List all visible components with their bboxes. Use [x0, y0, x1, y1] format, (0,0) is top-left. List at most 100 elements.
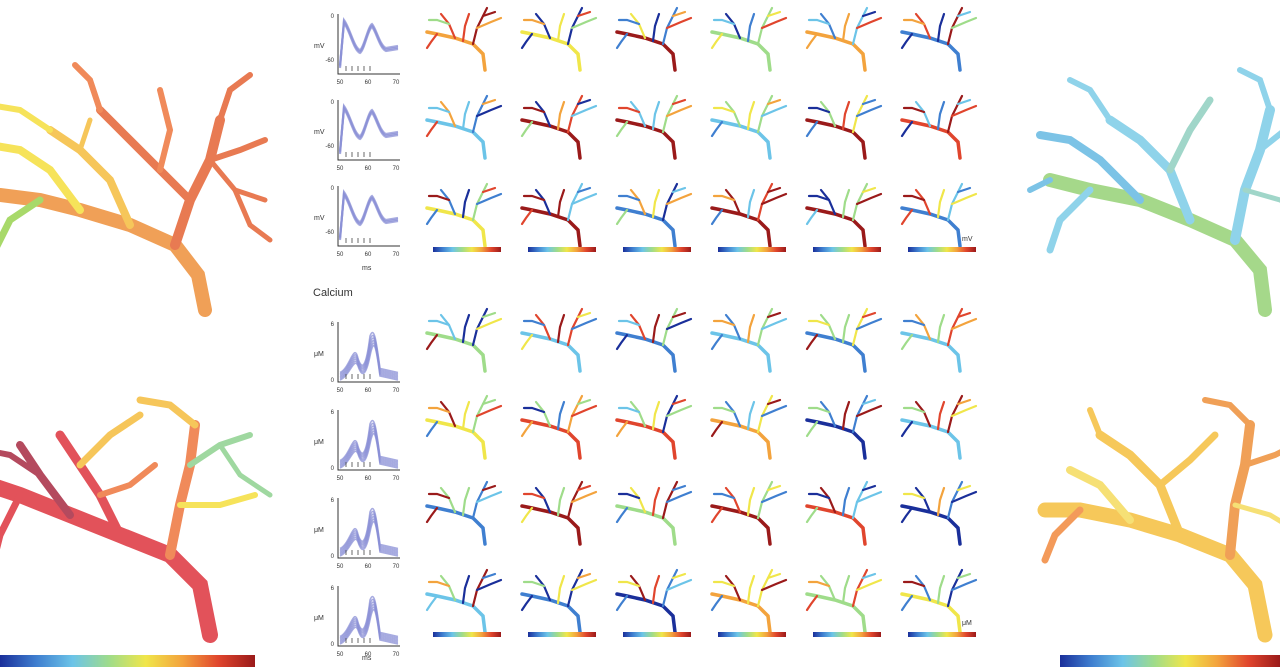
dendrite-branch [471, 394, 489, 434]
small-dendrite-tree [520, 394, 598, 460]
dendrite-branch [461, 400, 471, 431]
dendrite-branch [617, 580, 641, 588]
dendrite-branch [481, 572, 497, 580]
small-dendrite-tree [425, 307, 503, 373]
dendrite-branch [615, 506, 629, 524]
small-dendrite-tree [425, 94, 503, 160]
dendrite-branch [902, 580, 926, 588]
dendrite-branch [841, 400, 851, 431]
dendrite-branch [661, 182, 679, 222]
large-dendrite-tree-top-left [0, 62, 273, 317]
dendrite-branch [900, 420, 914, 438]
small-dendrite-tree [710, 6, 788, 72]
dendrite-branch [651, 12, 661, 43]
dendrite-branch [481, 186, 497, 194]
dendrite-branch [712, 18, 736, 26]
small-dendrite-tree [900, 480, 978, 546]
dendrite-branch [665, 16, 693, 30]
dendrite-branch [471, 480, 489, 520]
small-dendrite-tree [805, 94, 883, 160]
dendrite-branch [475, 104, 503, 118]
dendrite-branch [556, 400, 566, 431]
dendrite-branch [950, 578, 978, 592]
dendrite-branch [861, 98, 877, 106]
dendrite-branch [461, 12, 471, 43]
dendrite-branch [805, 208, 819, 226]
y-axis-label: mV [314, 215, 325, 222]
dendrite-branch [710, 208, 724, 226]
dendrite-branch [900, 208, 914, 226]
dendrite-branch [471, 307, 489, 347]
dendrite-branch [900, 333, 914, 351]
dendrite-branch [805, 120, 819, 138]
dendrite-branch [566, 480, 584, 520]
small-dendrite-tree [710, 568, 788, 634]
dendrite-branch [566, 182, 584, 222]
dendrite-branch [851, 394, 869, 434]
voltage-trace-panel: 0 -60 mV 50 60 70 [314, 186, 400, 258]
dendrite-branch [805, 32, 819, 50]
dendrite-branch [576, 98, 592, 106]
dendrite-branch [900, 594, 914, 612]
dendrite-branch [576, 398, 592, 406]
y-tick-bottom: 0 [331, 378, 335, 384]
dendrite-branch [566, 94, 584, 134]
large-dendrite-tree-top-right [1027, 67, 1280, 317]
dendrite-branch [946, 480, 964, 520]
dendrite-branch [651, 100, 661, 131]
dendrite-branch [425, 333, 439, 351]
dendrite-branch [760, 578, 788, 592]
dendrite-branch [841, 100, 851, 131]
dendrite-branch [615, 208, 629, 226]
dendrite-branch [425, 594, 439, 612]
dendrite-branch [615, 120, 629, 138]
small-dendrite-tree [520, 94, 598, 160]
dendrite-branch [522, 18, 546, 26]
dendrite-branch [661, 94, 679, 134]
dendrite-branch [841, 188, 851, 219]
dendrite-branch [946, 182, 964, 222]
dendrite-branch [481, 98, 497, 106]
x-tick-label: 70 [393, 564, 400, 570]
x-tick-label: 60 [365, 166, 372, 172]
dendrite-branch [425, 208, 439, 226]
dendrite-branch [576, 572, 592, 580]
x-tick-label: 70 [393, 652, 400, 658]
small-dendrite-tree [615, 394, 693, 460]
large-colorbar-left [0, 655, 255, 667]
dendrite-branch [805, 420, 819, 438]
y-tick-top: 0 [331, 14, 335, 20]
dendrite-branch [566, 394, 584, 434]
dendrite-branch [807, 106, 831, 114]
dendrite-branch [807, 194, 831, 202]
dendrite-branch [461, 313, 471, 344]
dendrite-branch [522, 194, 546, 202]
x-tick-label: 70 [393, 80, 400, 86]
dendrite-branch [651, 574, 661, 605]
dendrite-branch [556, 574, 566, 605]
dendrite-branch [805, 506, 819, 524]
dendrite-branch [746, 313, 756, 344]
small-dendrite-tree [900, 307, 978, 373]
dendrite-branch [671, 484, 687, 492]
dendrite-branch [936, 574, 946, 605]
trace-line [339, 419, 399, 462]
dendrite-branch [956, 484, 972, 492]
trace-axes [337, 100, 400, 161]
dendrite-branch [851, 6, 869, 46]
dendrite-branch [665, 104, 693, 118]
dendrite-branch [576, 311, 592, 319]
dendrite-branch [760, 490, 788, 504]
dendrite-branch [902, 492, 926, 500]
y-tick-bottom: 0 [331, 554, 335, 560]
trace-line [338, 20, 399, 66]
dendrite-branch [805, 333, 819, 351]
dendrite-branch [481, 311, 497, 319]
dendrite-branch [855, 104, 883, 118]
dendrite-branch [617, 492, 641, 500]
dendrite-branch [956, 398, 972, 406]
dendrite-branch [520, 594, 534, 612]
dendrite-branch [851, 94, 869, 134]
dendrite-branch [956, 10, 972, 18]
